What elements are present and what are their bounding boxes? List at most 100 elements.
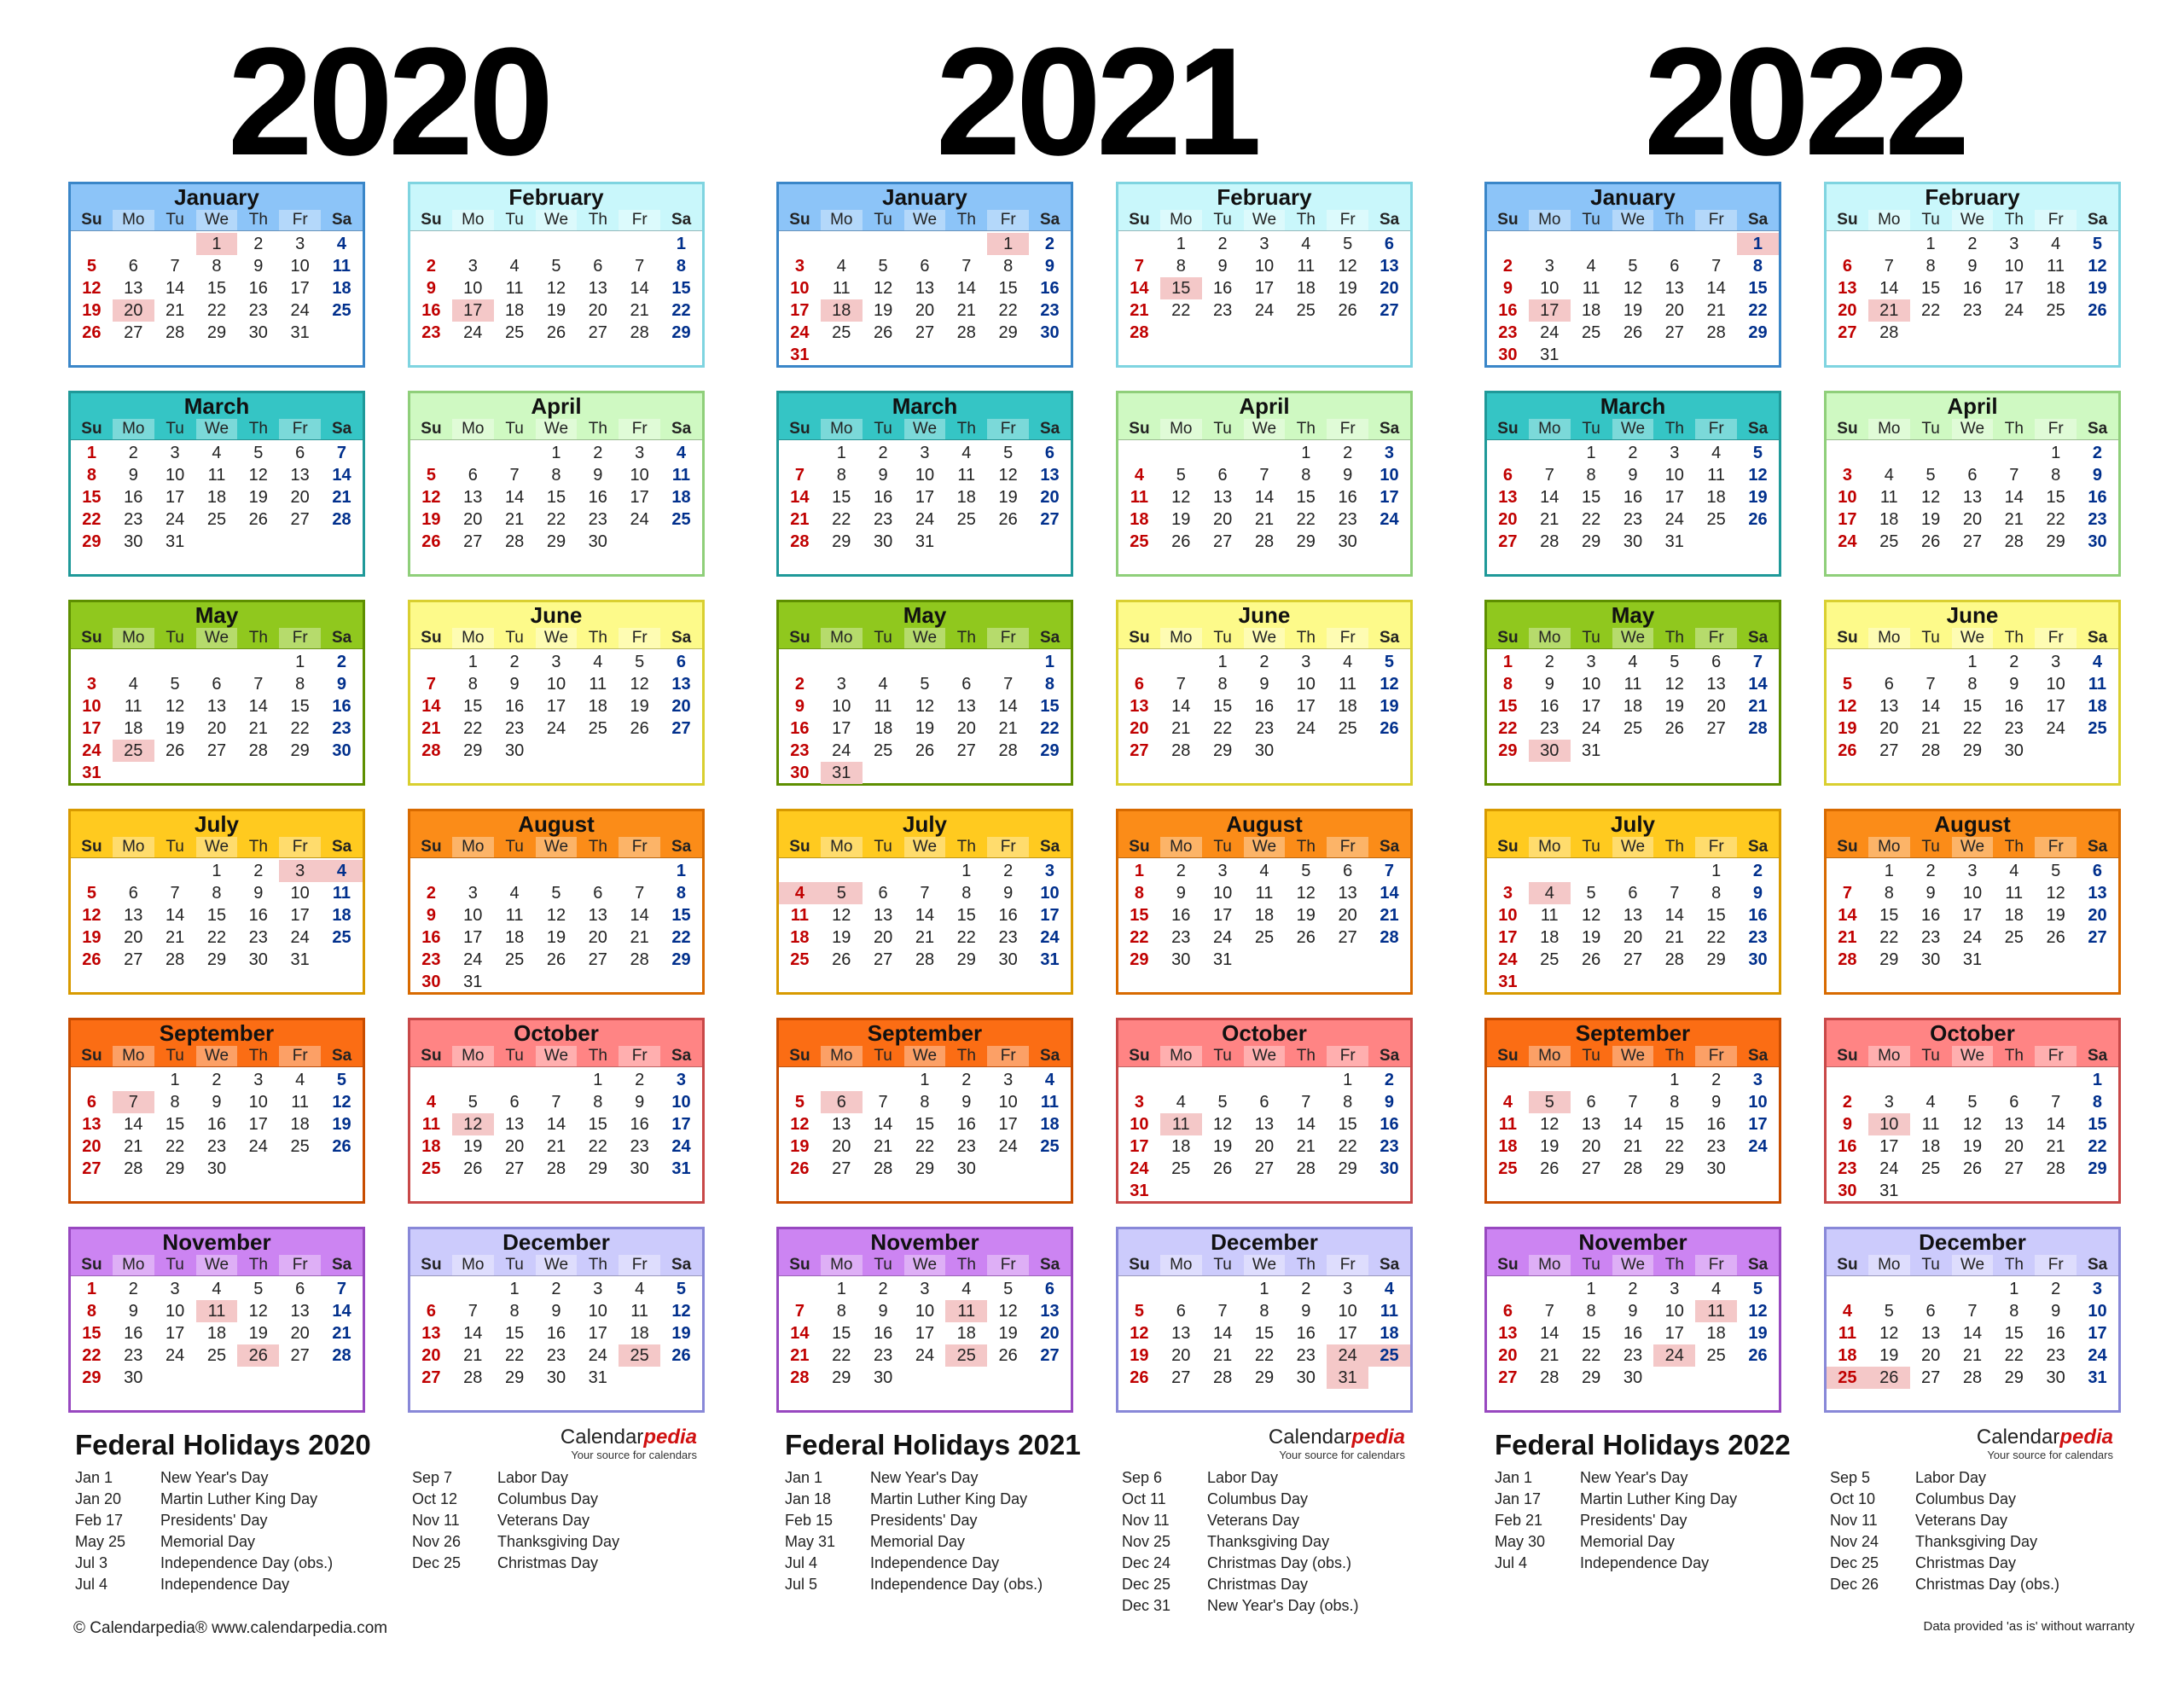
weekday-label: Th xyxy=(588,629,607,647)
day-cell: 14 xyxy=(1706,279,1726,298)
day-cell: 10 xyxy=(630,466,649,485)
empty-cell xyxy=(577,233,619,255)
month-december-2020: December Su Mo Tu We Th Fr Sa 1 2 3 4 5 6 7 8 9 10 11 12 13 1… xyxy=(408,1227,705,1413)
day-cell: 9 xyxy=(1044,257,1055,276)
day-cell: 19 xyxy=(248,1324,268,1343)
day-cell: 4 xyxy=(1176,1093,1186,1112)
empty-cell xyxy=(410,233,452,255)
empty-cell xyxy=(410,860,452,882)
empty-cell xyxy=(1653,860,1695,882)
day-cell: 8 xyxy=(1586,1302,1596,1321)
weekday-label: Th xyxy=(956,629,976,647)
day-cell: 15 xyxy=(82,488,102,507)
day-cell: 11 xyxy=(505,906,524,925)
day-cell: 5 xyxy=(1752,1280,1763,1298)
day-cell: 1 xyxy=(961,862,972,880)
day-cell: 8 xyxy=(86,1302,96,1321)
day-cell: 9 xyxy=(1384,1093,1395,1112)
day-cell: 14 xyxy=(1380,884,1399,903)
day-cell: 3 xyxy=(1670,444,1680,462)
day-cell: 16 xyxy=(630,1115,649,1134)
day-cell: 2 xyxy=(2051,1280,2061,1298)
footer-disclaimer: Data provided 'as is' without warranty xyxy=(1923,1619,2135,1634)
day-cell: 5 xyxy=(1926,466,1936,485)
day-cell: 30 xyxy=(1838,1182,1857,1200)
weekday-label: Fr xyxy=(1695,419,1738,439)
day-cell: 6 xyxy=(1670,257,1680,276)
day-cell: 26 xyxy=(873,323,893,342)
month-name: December xyxy=(1118,1229,1410,1255)
day-cell: 12 xyxy=(1581,906,1601,925)
weekday-label: Th xyxy=(1296,838,1316,856)
day-cell: 8 xyxy=(1343,1093,1353,1112)
weekday-header: Su Mo Tu We Th Fr Sa xyxy=(410,1046,702,1067)
day-cell: 26 xyxy=(546,950,566,969)
holiday-row: Jul 3 Independence Day (obs.) xyxy=(75,1553,357,1574)
weekday-label: Su xyxy=(421,1047,442,1065)
day-cell: 5 xyxy=(253,1280,264,1298)
weekday-label: Sa xyxy=(2087,420,2108,438)
holiday-row: Jan 18 Martin Luther King Day xyxy=(785,1489,1066,1510)
day-cell: 20 xyxy=(1212,510,1233,529)
day-cell: 15 xyxy=(2004,1324,2024,1343)
weekday-header: Su Mo Tu We Th Fr Sa xyxy=(1827,1046,2118,1067)
day-cell: 5 xyxy=(920,675,930,694)
day-cell: 9 xyxy=(253,884,264,903)
empty-cell xyxy=(1868,1069,1910,1091)
day-cell: 7 xyxy=(551,1093,561,1112)
day-cell: 29 xyxy=(165,1159,185,1178)
weekday-label: Sa xyxy=(331,1047,352,1065)
weekday-header: Su Mo Tu We Th Fr Sa xyxy=(410,628,702,649)
day-cell: 17 xyxy=(1130,1137,1149,1156)
month-january-2020: January Su Mo Tu We Th Fr Sa 1 2 3 4 5 6 7 8 9 10 11 12 13 14… xyxy=(68,182,365,368)
day-grid: 1 2 3 4 5 6 7 8 9 10 11 12 13 14 15 16 17 18 19 20 21 22 23 24 2… xyxy=(410,858,702,993)
day-cell: 11 xyxy=(1339,675,1357,694)
day-cell: 27 xyxy=(124,323,143,342)
day-cell: 14 xyxy=(790,488,810,507)
day-cell: 1 xyxy=(1343,1071,1353,1089)
day-cell: 9 xyxy=(128,466,138,485)
day-grid: 1 2 3 4 5 6 7 8 9 10 11 12 13 14 15 16 17 18 19 20 21 22 23 24 2… xyxy=(71,1276,363,1389)
weekday-label: Su xyxy=(1837,1047,1858,1065)
day-cell: 25 xyxy=(2046,301,2065,320)
holiday-day-cell: 25 xyxy=(1368,1344,1410,1367)
day-cell: 23 xyxy=(998,928,1018,947)
weekday-header: Su Mo Tu We Th Fr Sa xyxy=(779,628,1071,649)
day-cell: 24 xyxy=(290,301,310,320)
weekday-label: Fr xyxy=(619,1046,661,1066)
day-grid: 1 2 3 4 5 6 7 8 9 10 11 12 13 14 15 16 17 18 19 20 21 22 23 24 2… xyxy=(410,649,702,762)
day-cell: 13 xyxy=(124,279,143,298)
weekday-label: We xyxy=(903,210,946,230)
weekday-label: Mo xyxy=(820,837,863,857)
weekday-label: Mo xyxy=(1867,1046,1910,1066)
day-cell: 30 xyxy=(248,950,268,969)
day-cell: 23 xyxy=(588,510,607,529)
day-cell: 28 xyxy=(165,950,185,969)
month-name: April xyxy=(1827,393,2118,419)
day-cell: 17 xyxy=(1338,1324,1357,1343)
day-cell: 30 xyxy=(546,1368,566,1387)
day-cell: 21 xyxy=(1296,1137,1316,1156)
day-cell: 24 xyxy=(1879,1159,1899,1178)
empty-cell xyxy=(1118,233,1160,255)
empty-cell xyxy=(1827,1069,1868,1091)
day-cell: 21 xyxy=(332,488,351,507)
day-cell: 22 xyxy=(463,719,483,738)
day-cell: 9 xyxy=(336,675,347,694)
holiday-date: Dec 25 xyxy=(1122,1576,1171,1593)
day-cell: 27 xyxy=(588,950,607,969)
day-cell: 22 xyxy=(1254,1346,1275,1365)
day-cell: 3 xyxy=(836,675,846,694)
day-cell: 27 xyxy=(1920,1368,1941,1387)
day-cell: 6 xyxy=(128,257,138,276)
weekday-header: Su Mo Tu We Th Fr Sa xyxy=(1118,1255,1410,1276)
day-grid: 1 2 3 4 5 6 7 8 9 10 11 12 13 14 15 16 17 18 19 20 21 22 23 24 2… xyxy=(1118,858,1410,971)
day-cell: 12 xyxy=(1748,1302,1768,1321)
weekday-label: Th xyxy=(588,838,607,856)
day-cell: 1 xyxy=(1134,862,1144,880)
day-cell: 23 xyxy=(421,323,441,342)
weekday-label: Tu xyxy=(1921,420,1940,438)
day-grid: 1 2 3 4 5 6 7 8 9 10 11 12 13 14 15 16 17 18 19 20 21 22 23 24 2… xyxy=(1487,649,1779,762)
holiday-name: Memorial Day xyxy=(160,1533,256,1550)
day-cell: 6 xyxy=(1711,653,1722,671)
